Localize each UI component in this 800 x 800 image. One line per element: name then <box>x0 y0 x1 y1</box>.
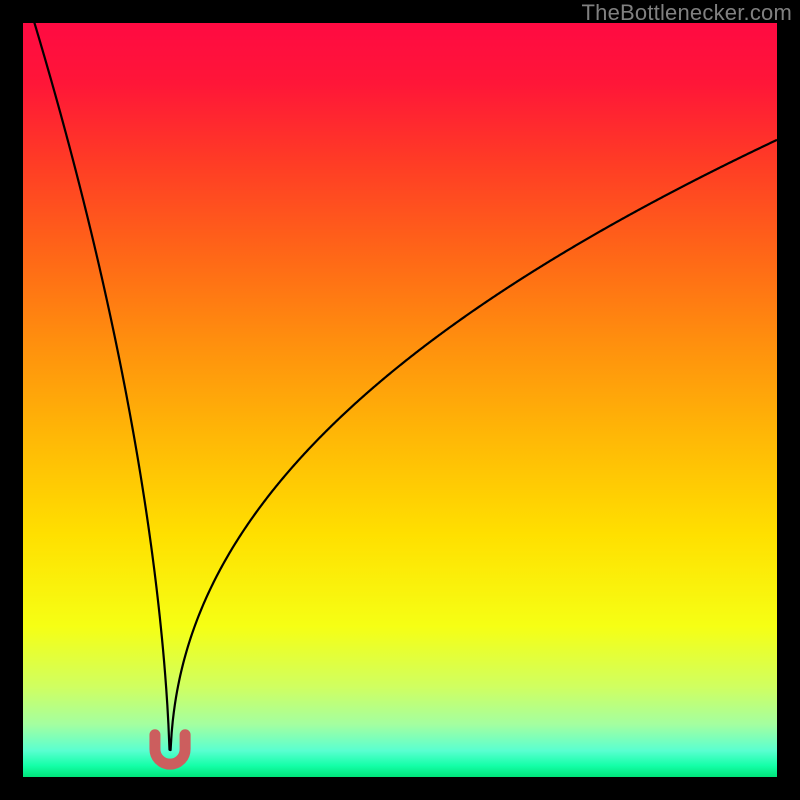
watermark-text: TheBottlenecker.com <box>582 0 792 26</box>
gradient-background <box>23 23 777 777</box>
bottleneck-curve-plot <box>23 23 777 777</box>
chart-stage: TheBottlenecker.com <box>0 0 800 800</box>
